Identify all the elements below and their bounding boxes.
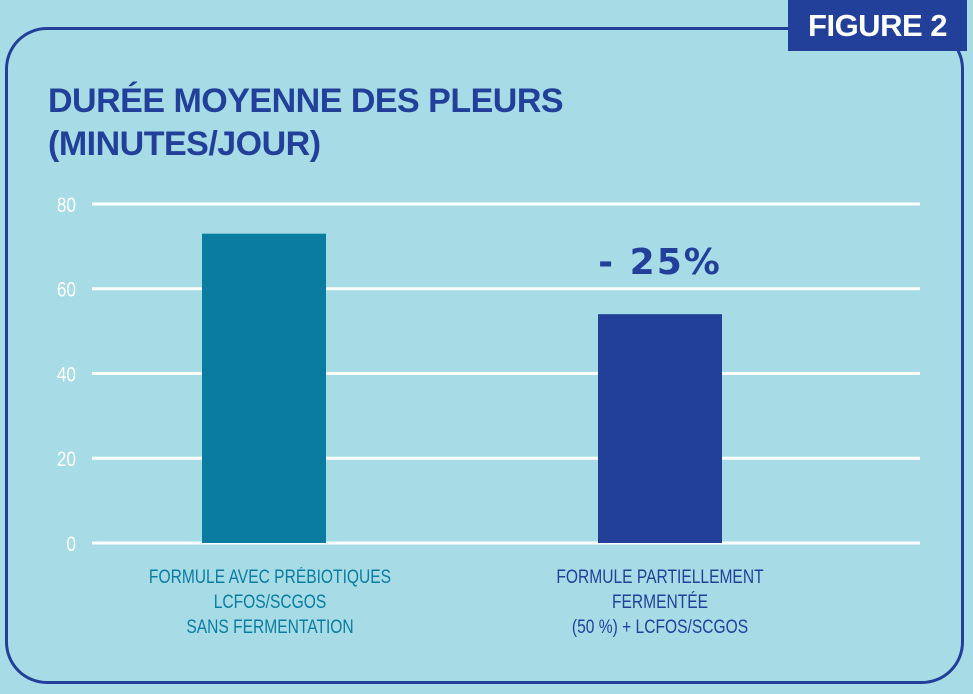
y-tick-label-40: 40 [57,364,76,387]
x-label-1-line-1: FORMULE AVEC PRÉBIOTIQUES [148,567,392,588]
y-tick-label-0: 0 [66,534,76,557]
figure-label: FIGURE 2 [788,0,967,51]
bar-2 [598,314,722,543]
reduction-annotation: - 25% [598,242,722,283]
y-tick-label-20: 20 [57,449,76,472]
x-label-2-line-2: (50 %) + LCFOS/SCGOS [571,617,749,638]
x-label-2-line-1: FORMULE PARTIELLEMENT FERMENTÉE [556,567,764,613]
x-label-1-line-2: LCFOS/SCGOS [213,592,327,613]
title-line-1: DURÉE MOYENNE DES PLEURS [48,82,564,120]
title-line-2: (MINUTES/JOUR) [48,125,321,163]
figure-frame [5,27,964,684]
y-tick-label-60: 60 [57,279,76,302]
x-label-1: FORMULE AVEC PRÉBIOTIQUES LCFOS/SCGOS SA… [122,565,417,640]
chart-title: DURÉE MOYENNE DES PLEURS (MINUTES/JOUR) [48,80,564,166]
bar-1 [202,233,326,543]
x-label-2: FORMULE PARTIELLEMENT FERMENTÉE (50 %) +… [512,565,807,640]
x-label-1-line-3: SANS FERMENTATION [186,617,354,638]
y-tick-label-80: 80 [57,195,76,218]
